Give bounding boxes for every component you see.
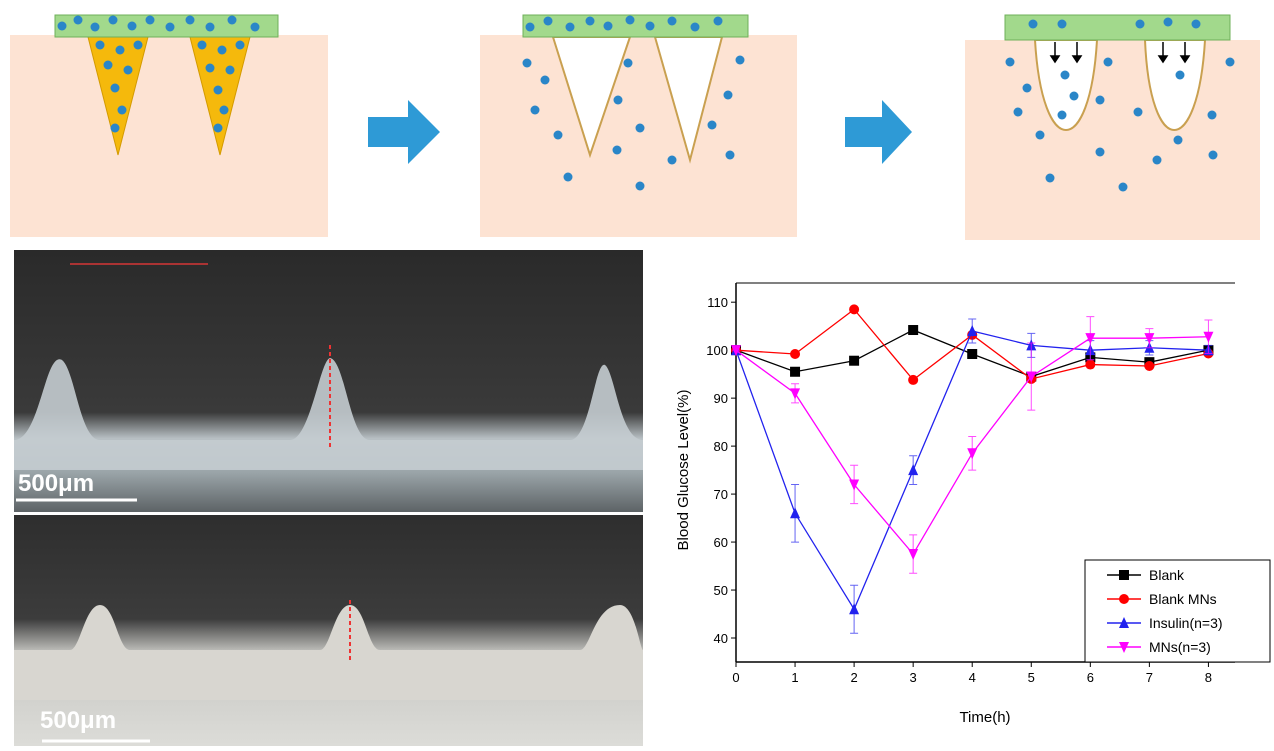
y-tick-label: 90 <box>714 391 728 406</box>
marker <box>790 507 800 518</box>
scale-label: 500μm <box>40 707 116 734</box>
x-tick-label: 6 <box>1087 670 1094 685</box>
arrow <box>368 100 440 164</box>
legend-label: Insulin(n=3) <box>1149 615 1223 631</box>
micrograph: 500μm <box>14 250 643 512</box>
marker <box>967 349 977 359</box>
x-tick-label: 0 <box>732 670 739 685</box>
y-tick-label: 70 <box>714 487 728 502</box>
y-tick-label: 60 <box>714 535 728 550</box>
page: 500μm 500μm Time(h) Blood Glucose Level(… <box>0 0 1274 746</box>
line-chart: Time(h) Blood Glucose Level(%) 405060708… <box>675 283 1270 726</box>
schematic-released <box>965 15 1260 240</box>
marker <box>790 367 800 377</box>
x-tick-label: 2 <box>850 670 857 685</box>
marker <box>1085 360 1095 370</box>
marker <box>908 549 918 560</box>
legend-label: Blank MNs <box>1149 591 1217 607</box>
schematic-dissolved <box>480 15 797 237</box>
x-axis-label: Time(h) <box>959 709 1010 726</box>
legend-label: MNs(n=3) <box>1149 639 1211 655</box>
y-tick-label: 40 <box>714 631 728 646</box>
marker <box>967 325 977 336</box>
marker <box>908 464 918 475</box>
scale-label: 500μm <box>18 470 94 497</box>
y-tick-label: 50 <box>714 583 728 598</box>
y-axis-label: Blood Glucose Level(%) <box>675 390 692 551</box>
x-tick-label: 5 <box>1028 670 1035 685</box>
arrow <box>845 100 912 164</box>
marker <box>849 603 859 614</box>
legend-label: Blank <box>1149 567 1185 583</box>
x-tick-label: 7 <box>1146 670 1153 685</box>
marker <box>967 448 977 459</box>
marker <box>908 375 918 385</box>
y-tick-label: 80 <box>714 439 728 454</box>
legend-marker <box>1119 594 1129 604</box>
schematic-loaded <box>10 15 328 237</box>
micrograph: 500μm <box>14 515 643 746</box>
x-tick-label: 4 <box>969 670 976 685</box>
y-tick-label: 100 <box>706 343 728 358</box>
marker <box>790 349 800 359</box>
figure: 500μm 500μm Time(h) Blood Glucose Level(… <box>0 0 1274 746</box>
y-tick-label: 110 <box>707 295 728 310</box>
x-tick-label: 1 <box>791 670 798 685</box>
marker <box>908 325 918 335</box>
x-tick-label: 8 <box>1205 670 1212 685</box>
x-tick-label: 3 <box>910 670 917 685</box>
marker <box>849 304 859 314</box>
marker <box>1144 361 1154 371</box>
legend-marker <box>1119 570 1129 580</box>
marker <box>849 356 859 366</box>
